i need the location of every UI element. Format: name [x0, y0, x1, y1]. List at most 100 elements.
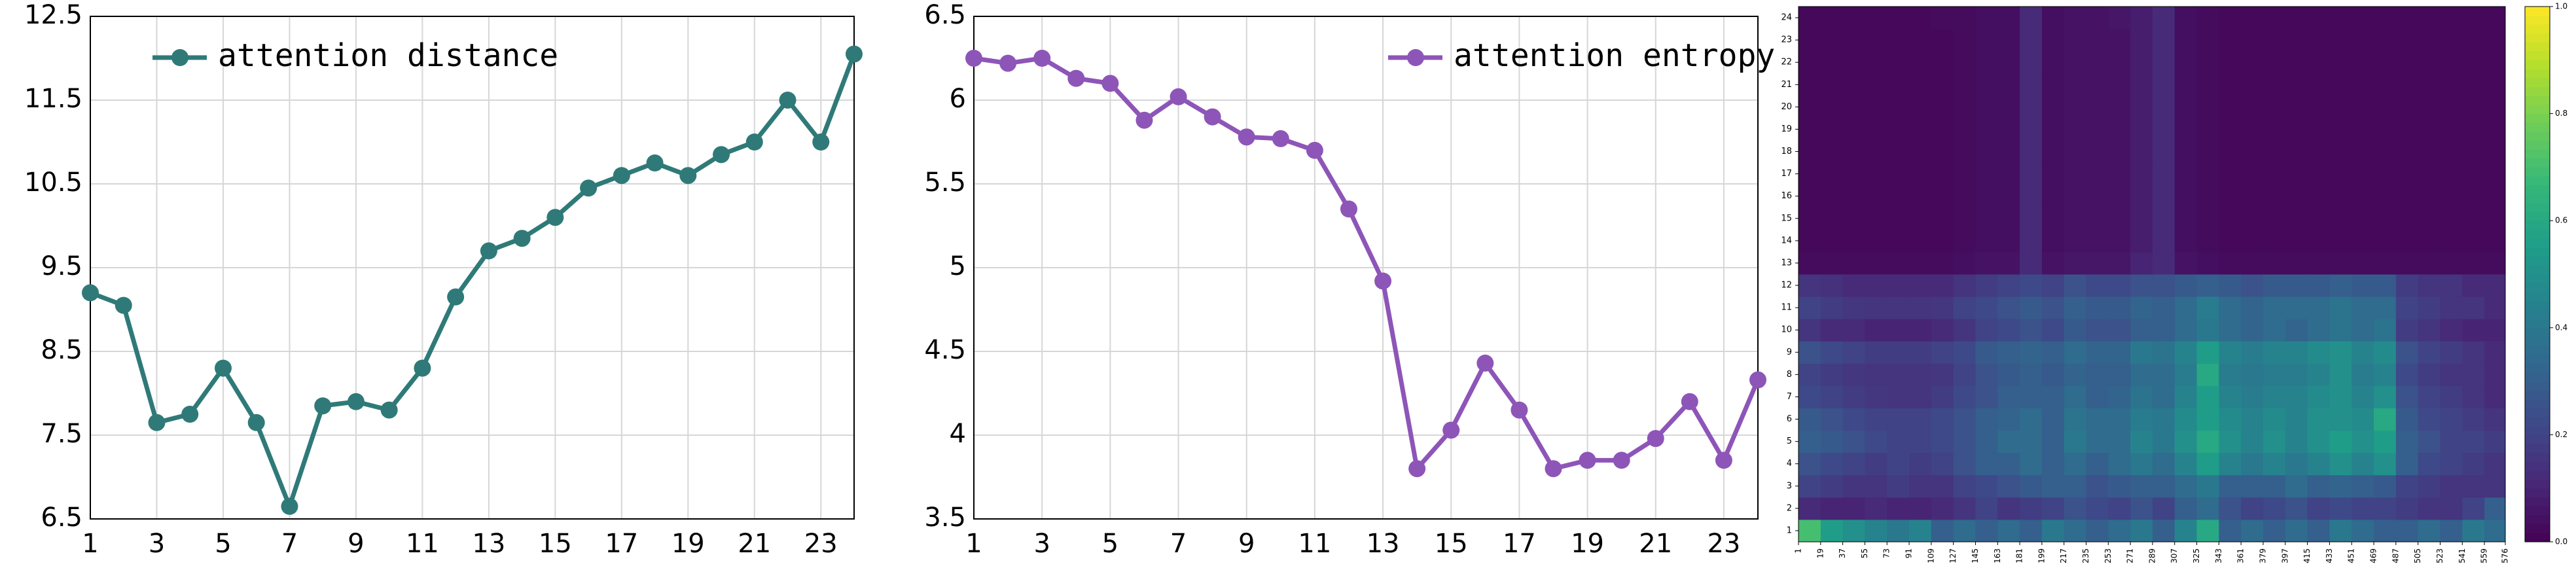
heat-cell: [1997, 430, 2020, 453]
heat-cell: [2241, 519, 2264, 542]
heat-cell: [1865, 73, 1887, 96]
heat-cell: [2285, 140, 2308, 164]
heat-cell: [2374, 140, 2397, 164]
heat-cell: [1887, 162, 1910, 186]
y-tick-label: 5: [1787, 436, 1792, 446]
heat-cell: [2285, 162, 2308, 186]
heat-cell: [2440, 29, 2463, 52]
heat-cell: [2285, 363, 2308, 386]
heat-cell: [2374, 474, 2397, 498]
heat-cell: [2307, 274, 2330, 297]
heat-cell: [2020, 229, 2043, 253]
heat-cell: [2152, 497, 2175, 520]
heat-cell: [2352, 185, 2374, 208]
heat-cell: [2440, 274, 2463, 297]
heat-cell: [1887, 341, 1910, 364]
heat-cell: [1997, 51, 2020, 74]
heat-cell: [2307, 430, 2330, 453]
heat-cell: [1798, 474, 1821, 498]
heat-cell: [2020, 452, 2043, 476]
heat-cell: [2241, 207, 2264, 230]
heat-cell: [1909, 497, 1932, 520]
heat-cell: [2130, 363, 2153, 386]
heat-cell: [1997, 452, 2020, 476]
heat-cell: [2352, 296, 2374, 319]
x-tick-label: 235: [2081, 548, 2090, 563]
colorbar-tick-label: 0.6: [2555, 216, 2567, 225]
heat-cell: [1798, 7, 1821, 29]
heat-cell: [1997, 408, 2020, 431]
x-tick-label: 9: [1238, 529, 1255, 559]
heat-cell: [2418, 497, 2441, 520]
heat-cell: [2285, 430, 2308, 453]
heat-cell: [1865, 96, 1887, 118]
heat-cell: [2484, 140, 2506, 164]
x-tick-label: 21: [738, 529, 771, 559]
heat-cell: [2219, 274, 2242, 297]
heat-cell: [1820, 363, 1844, 386]
heat-cell: [1975, 185, 1998, 208]
colorbar-frame: [2524, 6, 2550, 542]
heat-cell: [1887, 430, 1910, 453]
heat-cell: [2462, 73, 2485, 96]
heat-cell: [1865, 185, 1887, 208]
x-tick-label: 343: [2214, 548, 2223, 563]
heat-cell: [2130, 430, 2153, 453]
heat-cell: [1909, 385, 1932, 408]
colorbar-segment: [2525, 425, 2550, 435]
heat-cell: [1820, 430, 1844, 453]
heat-cell: [2352, 497, 2374, 520]
heat-cell: [1820, 519, 1844, 542]
heat-cell: [1820, 341, 1844, 364]
x-tick-label: 19: [1571, 529, 1604, 559]
heat-cell: [2130, 118, 2153, 141]
colorbar-segment: [2525, 140, 2550, 150]
colorbar-segment: [2525, 319, 2550, 328]
heat-cell: [2174, 96, 2198, 118]
legend-label: attention entropy: [1454, 37, 1775, 74]
x-tick-label: 109: [1926, 548, 1935, 563]
heat-cell: [2263, 385, 2286, 408]
heat-cell: [2241, 118, 2264, 141]
heat-cell: [2440, 430, 2463, 453]
heat-cell: [2174, 385, 2198, 408]
heat-cell: [2484, 73, 2506, 96]
heat-cell: [2241, 408, 2264, 431]
y-tick-label: 21: [1781, 80, 1792, 90]
heat-cell: [2174, 497, 2198, 520]
heat-cell: [2041, 51, 2065, 74]
legend-label: attention distance: [218, 37, 558, 74]
heat-cell: [2041, 430, 2065, 453]
heat-cell: [1909, 519, 1932, 542]
heat-cell: [2352, 96, 2374, 118]
colorbar-segment: [2525, 488, 2550, 498]
heat-cell: [2086, 229, 2109, 253]
heat-cell: [2418, 363, 2441, 386]
heat-cell: [2020, 497, 2043, 520]
heat-cell: [2196, 474, 2219, 498]
heat-cell: [1975, 452, 1998, 476]
heat-cell: [1975, 207, 1998, 230]
heat-cell: [2108, 341, 2131, 364]
heat-cell: [1798, 29, 1821, 52]
heat-cell: [2020, 296, 2043, 319]
heat-cell: [2418, 229, 2441, 253]
heat-cell: [1820, 162, 1844, 186]
heat-cell: [2329, 73, 2352, 96]
heat-cell: [1953, 185, 1976, 208]
plot-frame: [973, 16, 1759, 520]
heat-cell: [2196, 274, 2219, 297]
heat-cell: [2263, 296, 2286, 319]
heat-cell: [1975, 430, 1998, 453]
heat-cell: [1931, 430, 1954, 453]
colorbar-segment: [2525, 221, 2550, 230]
x-tick-label: 307: [2170, 548, 2179, 563]
y-tick-label: 4.5: [924, 335, 966, 365]
heat-cell: [2263, 474, 2286, 498]
heat-cell: [2329, 363, 2352, 386]
heat-cell: [2395, 29, 2419, 52]
heat-cell: [1953, 430, 1976, 453]
heat-cell: [2440, 251, 2463, 275]
heat-cell: [2130, 497, 2153, 520]
heat-cell: [1887, 7, 1910, 29]
